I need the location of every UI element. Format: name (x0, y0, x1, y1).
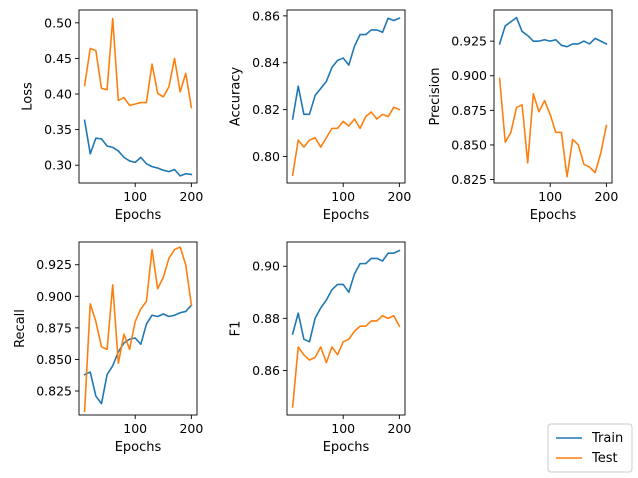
plot-frame (286, 241, 406, 416)
y-tick-label: 0.50 (44, 15, 72, 30)
series-line-test (83, 17, 193, 109)
y-tick-label: 0.35 (44, 122, 72, 137)
y-axis-label: F1 (229, 321, 244, 337)
legend-label-test: Test (591, 451, 618, 466)
plot-frame (78, 241, 198, 416)
series-line-train (291, 17, 401, 120)
y-tick-label: 0.875 (36, 320, 72, 335)
y-tick-label: 0.90 (252, 259, 280, 274)
plot-frame (78, 9, 198, 184)
series-line-test (498, 77, 608, 178)
chart-panel-f1: 100 200 0.86 0.88 0.90 Epochs F1 (229, 241, 411, 455)
legend: Train Test (547, 423, 633, 473)
x-tick-label: 200 (387, 421, 411, 436)
legend-frame (547, 423, 633, 473)
y-tick-label: 0.84 (252, 55, 280, 70)
y-axis-label: Loss (21, 82, 36, 111)
y-tick-label: 0.86 (252, 363, 280, 378)
y-tick-label: 0.875 (451, 103, 487, 118)
y-tick-label: 0.850 (451, 137, 487, 152)
x-axis-label: Epochs (115, 208, 162, 223)
chart-panel-precision: 100 200 0.825 0.850 0.875 0.900 0.925 Epochs Pre… (428, 9, 618, 223)
y-tick-label: 0.900 (36, 289, 72, 304)
y-tick-label: 0.900 (451, 68, 487, 83)
series-line-test (83, 246, 193, 413)
y-tick-label: 0.88 (252, 311, 280, 326)
chart-panel-recall: 100 200 0.825 0.850 0.875 0.900 0.925 Epochs Rec… (13, 241, 203, 455)
y-tick-label: 0.82 (252, 102, 280, 117)
plot-frame (493, 9, 613, 184)
x-axis-label: Epochs (115, 440, 162, 455)
series-line-train (291, 249, 401, 343)
x-tick-label: 100 (123, 189, 147, 204)
y-tick-label: 0.925 (451, 34, 487, 49)
series-line-train (83, 119, 193, 177)
x-axis-label: Epochs (530, 208, 577, 223)
x-tick-label: 200 (594, 189, 618, 204)
x-tick-label: 100 (331, 421, 355, 436)
y-tick-label: 0.80 (252, 149, 280, 164)
y-axis-label: Recall (13, 309, 28, 348)
plot-frame (286, 9, 406, 184)
series-line-test (291, 106, 401, 177)
y-tick-label: 0.825 (451, 172, 487, 187)
y-tick-label: 0.45 (44, 51, 72, 66)
y-axis-label: Precision (428, 67, 443, 125)
chart-panel-loss: 100 200 0.30 0.35 0.40 0.45 0.50 Epochs Loss (21, 9, 203, 223)
x-tick-label: 200 (387, 189, 411, 204)
y-tick-label: 0.925 (36, 257, 72, 272)
y-tick-label: 0.825 (36, 384, 72, 399)
chart-panel-accuracy: 100 200 0.80 0.82 0.84 0.86 Epochs Accuracy (229, 8, 412, 223)
legend-label-train: Train (591, 431, 623, 446)
y-tick-label: 0.86 (252, 8, 280, 23)
y-tick-label: 0.40 (44, 87, 72, 102)
series-line-train (498, 16, 608, 48)
x-tick-label: 100 (538, 189, 562, 204)
x-tick-label: 100 (123, 421, 147, 436)
x-tick-label: 200 (179, 421, 203, 436)
y-tick-label: 0.850 (36, 352, 72, 367)
x-axis-label: Epochs (323, 440, 370, 455)
y-axis-label: Accuracy (229, 67, 244, 127)
x-tick-label: 100 (331, 189, 355, 204)
x-tick-label: 200 (179, 189, 203, 204)
series-line-train (83, 304, 193, 405)
series-line-test (291, 314, 401, 408)
y-tick-label: 0.30 (44, 158, 72, 173)
x-axis-label: Epochs (323, 208, 370, 223)
